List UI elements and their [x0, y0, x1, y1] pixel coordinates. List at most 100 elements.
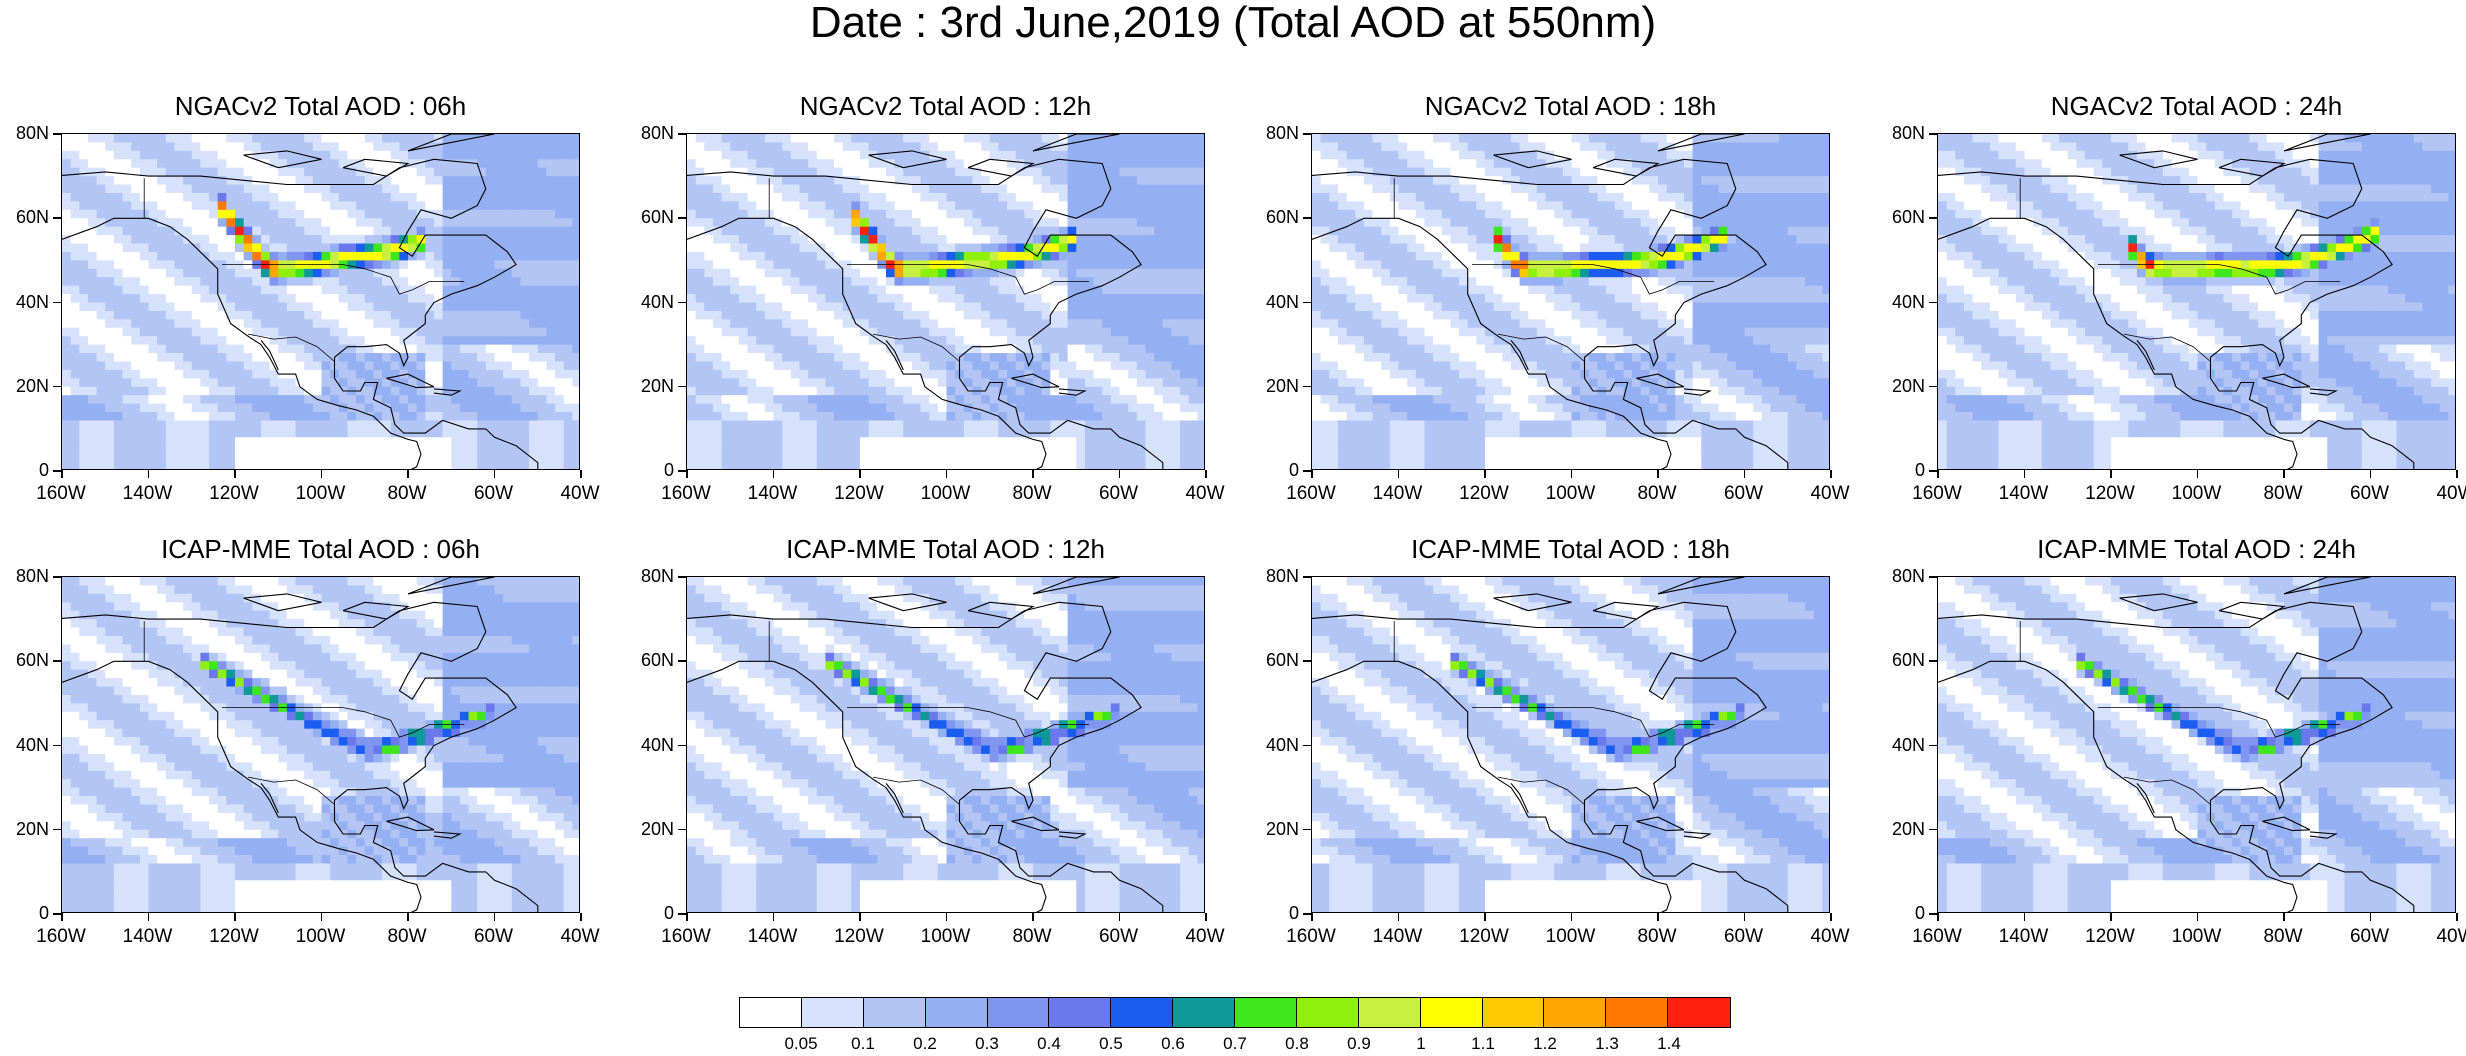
- lon-tick: [686, 470, 688, 478]
- lon-tick: [859, 913, 861, 921]
- coastline: [2262, 373, 2311, 389]
- coastline: [1510, 340, 1529, 371]
- aod-field: [1312, 134, 1829, 469]
- lat-tick-label: 40N: [640, 291, 674, 312]
- colorbar-swatch: [1482, 998, 1545, 1027]
- coastline: [2218, 158, 2286, 177]
- lat-tick-label: 40N: [1265, 734, 1299, 755]
- lat-tick: [1929, 217, 1937, 219]
- lat-tick: [678, 660, 686, 662]
- lat-tick: [53, 470, 61, 472]
- coastline: [2262, 816, 2311, 832]
- lon-tick: [1397, 470, 1399, 478]
- colorbar-label: 0.8: [1285, 1034, 1309, 1053]
- lat-tick: [1303, 385, 1311, 388]
- lat-tick: [678, 385, 686, 388]
- lon-tick-label: 100W: [920, 926, 971, 947]
- political-border: [222, 264, 465, 295]
- colorbar-label: 1.3: [1595, 1034, 1619, 1053]
- lon-tick-label: 120W: [834, 483, 884, 504]
- lon-tick: [2023, 470, 2025, 478]
- political-border: [1497, 333, 1585, 362]
- lon-tick-label: 80W: [1637, 926, 1677, 947]
- colorbar-label: 1: [1416, 1034, 1426, 1053]
- lon-tick: [1743, 470, 1745, 478]
- political-border: [2098, 707, 2341, 738]
- lon-tick-label: 160W: [1286, 926, 1336, 947]
- coastline: [1011, 373, 1060, 389]
- coastline: [62, 601, 539, 912]
- coastline: [687, 217, 1047, 469]
- lon-tick: [2110, 913, 2112, 921]
- lat-tick: [1929, 470, 1937, 472]
- lon-tick-label: 100W: [1545, 483, 1596, 504]
- aod-map-panel: [1937, 576, 2456, 913]
- lat-tick-label: 80N: [15, 123, 49, 143]
- lat-tick: [1929, 576, 1937, 578]
- lon-tick-label: 60W: [2349, 483, 2390, 504]
- lon-tick: [1484, 470, 1486, 478]
- coastline: [407, 577, 495, 595]
- lat-tick-label: 80N: [15, 566, 49, 586]
- lon-tick-label: 60W: [2349, 926, 2390, 947]
- coastline: [243, 593, 322, 612]
- lat-tick: [1303, 913, 1311, 915]
- lon-tick: [1830, 913, 1832, 921]
- lat-tick: [1303, 470, 1311, 472]
- coastline: [2283, 577, 2371, 595]
- colorbar-swatch: [1111, 998, 1174, 1027]
- coastline: [62, 217, 422, 469]
- lat-tick-label: 60N: [1265, 650, 1299, 671]
- lon-tick-label: 40W: [1810, 483, 1850, 504]
- coastline: [1493, 150, 1572, 169]
- lon-tick-label: 140W: [1372, 926, 1423, 947]
- political-border: [1472, 264, 1715, 295]
- lat-tick-label: 40N: [640, 734, 674, 755]
- coastline: [1510, 783, 1529, 814]
- coastline: [1032, 134, 1120, 152]
- colorbar-swatch: [1296, 998, 1359, 1027]
- lon-tick-label: 140W: [122, 483, 173, 504]
- coastline: [885, 783, 904, 814]
- colorbar-swatch: [863, 998, 926, 1027]
- lat-tick-label: 0: [1288, 460, 1299, 480]
- aod-field: [62, 134, 579, 469]
- political-border: [2098, 264, 2341, 295]
- coastline: [1938, 158, 2415, 469]
- colorbar-swatch: [1606, 998, 1669, 1027]
- coastline: [687, 158, 1164, 469]
- lon-tick: [2196, 913, 2198, 921]
- colorbar-label: 0.4: [1037, 1034, 1061, 1053]
- lon-tick: [1657, 913, 1659, 921]
- lon-tick: [493, 470, 495, 478]
- lat-tick: [53, 744, 61, 746]
- lon-tick-label: 80W: [387, 926, 427, 947]
- aod-map-panel: [686, 576, 1205, 913]
- lat-tick: [53, 385, 61, 388]
- lat-tick: [53, 828, 61, 831]
- lon-tick-label: 60W: [473, 926, 514, 947]
- coastline: [1657, 134, 1745, 152]
- coastline: [1657, 577, 1745, 595]
- lon-tick: [1032, 913, 1034, 921]
- coastline: [62, 660, 422, 912]
- political-border: [1472, 707, 1715, 738]
- coastline: [243, 150, 322, 169]
- lon-tick-label: 120W: [1459, 483, 1509, 504]
- lon-tick-label: 100W: [295, 926, 346, 947]
- aod-map-panel: [686, 133, 1205, 470]
- coastline: [1683, 831, 1712, 839]
- lon-tick-label: 60W: [473, 483, 514, 504]
- lon-tick-label: 140W: [1998, 926, 2049, 947]
- figure-title: Date : 3rd June,2019 (Total AOD at 550nm…: [809, 0, 1657, 47]
- lon-tick: [1657, 470, 1659, 478]
- lon-tick: [147, 913, 149, 921]
- lat-tick-label: 20N: [1265, 818, 1299, 839]
- lon-tick-label: 100W: [920, 483, 971, 504]
- panel-title: NGACv2 Total AOD : 12h: [799, 91, 1092, 121]
- aod-map-panel: [1311, 576, 1830, 913]
- lon-tick: [772, 470, 774, 478]
- coastline: [1592, 158, 1660, 177]
- coastline: [2309, 388, 2338, 396]
- lon-tick: [1311, 470, 1313, 478]
